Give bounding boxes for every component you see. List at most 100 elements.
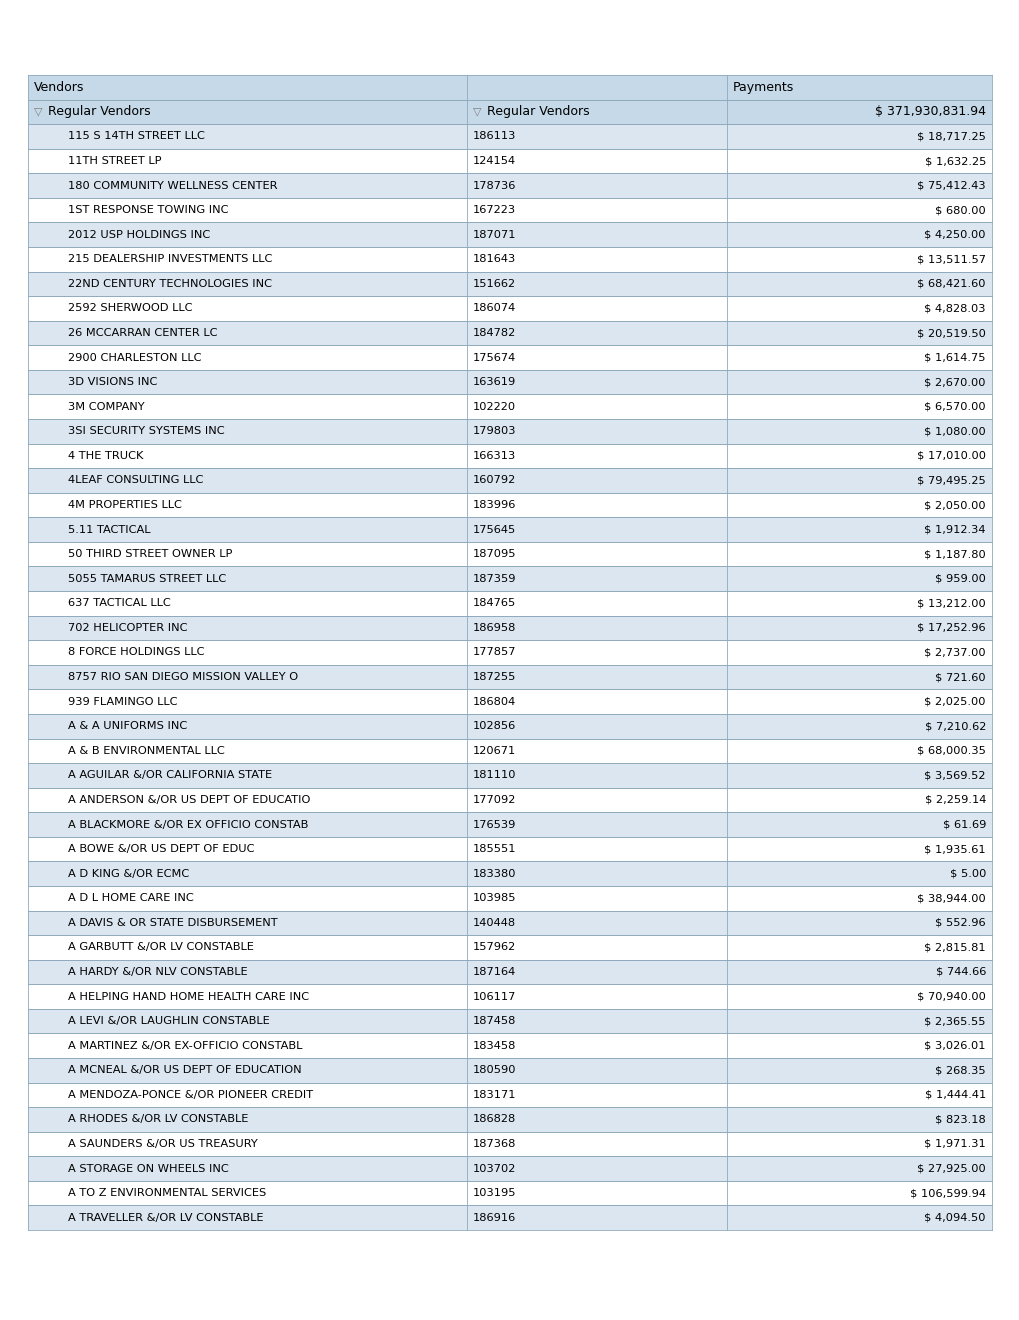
- Text: A MENDOZA-PONCE &/OR PIONEER CREDIT: A MENDOZA-PONCE &/OR PIONEER CREDIT: [68, 1090, 313, 1100]
- Bar: [466, 173, 727, 198]
- Bar: [466, 321, 727, 346]
- Text: 115 S 14TH STREET LLC: 115 S 14TH STREET LLC: [68, 132, 205, 141]
- Text: $ 61.69: $ 61.69: [942, 820, 985, 829]
- Text: 176539: 176539: [472, 820, 516, 829]
- Text: $ 70,940.00: $ 70,940.00: [916, 991, 985, 1002]
- Text: 2012 USP HOLDINGS INC: 2012 USP HOLDINGS INC: [68, 230, 210, 240]
- Bar: [28, 370, 466, 395]
- Text: $ 2,025.00: $ 2,025.00: [923, 697, 985, 706]
- Bar: [727, 370, 991, 395]
- Bar: [727, 689, 991, 714]
- Bar: [466, 346, 727, 370]
- Bar: [28, 1205, 466, 1230]
- Bar: [727, 149, 991, 173]
- Bar: [727, 812, 991, 837]
- Bar: [727, 935, 991, 960]
- Text: $ 371,930,831.94: $ 371,930,831.94: [874, 106, 985, 119]
- Text: $ 13,511.57: $ 13,511.57: [916, 255, 985, 264]
- Text: $ 6,570.00: $ 6,570.00: [923, 401, 985, 412]
- Bar: [466, 370, 727, 395]
- Bar: [727, 1205, 991, 1230]
- Text: 5.11 TACTICAL: 5.11 TACTICAL: [68, 524, 151, 535]
- Bar: [466, 1057, 727, 1082]
- Text: $ 38,944.00: $ 38,944.00: [916, 894, 985, 903]
- Bar: [466, 198, 727, 223]
- Text: 180 COMMUNITY WELLNESS CENTER: 180 COMMUNITY WELLNESS CENTER: [68, 181, 277, 190]
- Text: 181643: 181643: [472, 255, 516, 264]
- Text: 22ND CENTURY TECHNOLOGIES INC: 22ND CENTURY TECHNOLOGIES INC: [68, 279, 272, 289]
- Bar: [466, 960, 727, 985]
- Bar: [727, 665, 991, 689]
- Bar: [28, 615, 466, 640]
- Bar: [727, 1008, 991, 1034]
- Bar: [727, 198, 991, 223]
- Text: 637 TACTICAL LLC: 637 TACTICAL LLC: [68, 598, 170, 609]
- Bar: [727, 346, 991, 370]
- Text: Vendors: Vendors: [34, 81, 85, 94]
- Text: $ 68,421.60: $ 68,421.60: [917, 279, 985, 289]
- Bar: [727, 1082, 991, 1107]
- Text: 175674: 175674: [472, 352, 516, 363]
- Text: 140448: 140448: [472, 917, 516, 928]
- Bar: [727, 911, 991, 935]
- Text: Regular Vendors: Regular Vendors: [486, 106, 589, 119]
- Text: 166313: 166313: [472, 451, 516, 461]
- Bar: [28, 198, 466, 223]
- Bar: [28, 173, 466, 198]
- Bar: [727, 321, 991, 346]
- Text: $ 3,026.01: $ 3,026.01: [923, 1040, 985, 1051]
- Text: 187458: 187458: [472, 1016, 516, 1026]
- Bar: [466, 1156, 727, 1181]
- Text: 4 THE TRUCK: 4 THE TRUCK: [68, 451, 144, 461]
- Text: A MARTINEZ &/OR EX-OFFICIO CONSTABL: A MARTINEZ &/OR EX-OFFICIO CONSTABL: [68, 1040, 302, 1051]
- Bar: [466, 543, 727, 566]
- Bar: [466, 395, 727, 418]
- Text: $ 4,094.50: $ 4,094.50: [923, 1213, 985, 1222]
- Text: A AGUILAR &/OR CALIFORNIA STATE: A AGUILAR &/OR CALIFORNIA STATE: [68, 771, 272, 780]
- Text: A BOWE &/OR US DEPT OF EDUC: A BOWE &/OR US DEPT OF EDUC: [68, 843, 255, 854]
- Text: 2900 CHARLESTON LLC: 2900 CHARLESTON LLC: [68, 352, 202, 363]
- Bar: [28, 543, 466, 566]
- Text: $ 2,259.14: $ 2,259.14: [923, 795, 985, 805]
- Text: $ 1,614.75: $ 1,614.75: [923, 352, 985, 363]
- Text: 120671: 120671: [472, 746, 516, 756]
- Text: 186916: 186916: [472, 1213, 516, 1222]
- Bar: [466, 99, 727, 124]
- Text: 187368: 187368: [472, 1139, 516, 1148]
- Bar: [466, 444, 727, 469]
- Bar: [727, 1034, 991, 1057]
- Text: 187095: 187095: [472, 549, 516, 560]
- Text: 124154: 124154: [472, 156, 516, 166]
- Text: 8757 RIO SAN DIEGO MISSION VALLEY O: 8757 RIO SAN DIEGO MISSION VALLEY O: [68, 672, 298, 682]
- Text: 187164: 187164: [472, 968, 516, 977]
- Bar: [466, 615, 727, 640]
- Text: 26 MCCARRAN CENTER LC: 26 MCCARRAN CENTER LC: [68, 329, 217, 338]
- Bar: [28, 247, 466, 272]
- Bar: [727, 763, 991, 788]
- Bar: [727, 517, 991, 543]
- Text: A SAUNDERS &/OR US TREASURY: A SAUNDERS &/OR US TREASURY: [68, 1139, 258, 1148]
- Bar: [466, 1082, 727, 1107]
- Bar: [727, 1057, 991, 1082]
- Text: Regular Vendors: Regular Vendors: [48, 106, 151, 119]
- Text: 4LEAF CONSULTING LLC: 4LEAF CONSULTING LLC: [68, 475, 203, 486]
- Bar: [466, 1181, 727, 1205]
- Text: 178736: 178736: [472, 181, 516, 190]
- Bar: [28, 1034, 466, 1057]
- Text: $ 552.96: $ 552.96: [934, 917, 985, 928]
- Bar: [28, 99, 466, 124]
- Bar: [727, 418, 991, 444]
- Text: 175645: 175645: [472, 524, 516, 535]
- Bar: [727, 714, 991, 738]
- Bar: [28, 640, 466, 665]
- Bar: [466, 247, 727, 272]
- Text: $ 680.00: $ 680.00: [934, 205, 985, 215]
- Text: ▽: ▽: [472, 107, 481, 117]
- Bar: [28, 1107, 466, 1131]
- Text: ▽: ▽: [34, 107, 43, 117]
- Text: $ 721.60: $ 721.60: [934, 672, 985, 682]
- Bar: [28, 714, 466, 738]
- Text: $ 959.00: $ 959.00: [934, 574, 985, 583]
- Bar: [466, 296, 727, 321]
- Bar: [466, 788, 727, 812]
